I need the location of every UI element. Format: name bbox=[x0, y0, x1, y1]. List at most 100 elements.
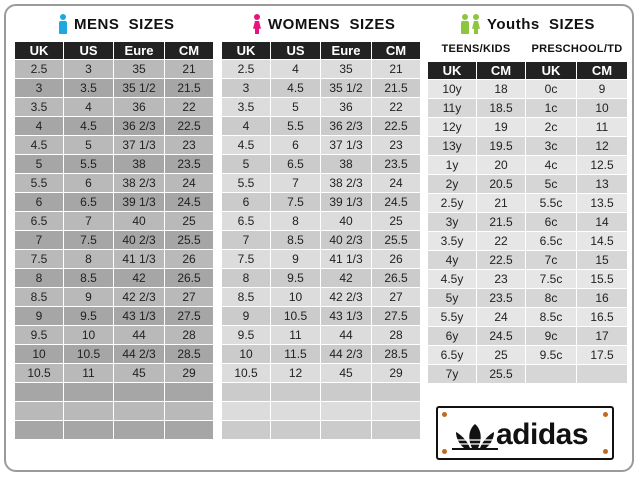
size-cell bbox=[113, 420, 165, 440]
male-icon bbox=[58, 14, 68, 34]
column-header: US bbox=[63, 41, 114, 60]
size-cell: 5.5c bbox=[525, 193, 577, 213]
size-cell: 24 bbox=[164, 173, 214, 193]
column-header: CM bbox=[164, 41, 214, 60]
table-row: 3.5 5 36 22 bbox=[221, 97, 421, 117]
rivet-icon bbox=[442, 412, 447, 417]
table-row: 3y 21.5 6c 14 bbox=[427, 212, 628, 232]
rivet-icon bbox=[442, 449, 447, 454]
size-cell: 3 bbox=[14, 78, 64, 98]
size-cell bbox=[371, 420, 421, 440]
size-cell: 5.5 bbox=[221, 173, 271, 193]
size-cell: 27.5 bbox=[371, 306, 421, 326]
mens-header-row: UK US Eure CM bbox=[14, 41, 214, 60]
size-cell: 16.5 bbox=[576, 307, 628, 327]
size-cell bbox=[14, 382, 64, 402]
size-cell: 39 1/3 bbox=[320, 192, 372, 212]
size-cell: 6 bbox=[270, 135, 321, 155]
size-cell: 37 1/3 bbox=[113, 135, 165, 155]
size-cell: 42 bbox=[320, 268, 372, 288]
size-cell: 17 bbox=[576, 326, 628, 346]
size-cell: 21 bbox=[371, 59, 421, 79]
size-cell: 23.5 bbox=[371, 154, 421, 174]
size-cell: 10 bbox=[221, 344, 271, 364]
size-cell: 6.5 bbox=[221, 211, 271, 231]
size-cell: 3.5y bbox=[427, 231, 477, 251]
womens-size-table: UK US Eure CM 2.5 4 35 21 3 4.5 35 1/2 21.5 3.5 5 36 2… bbox=[221, 41, 421, 440]
column-header: UK bbox=[427, 61, 477, 80]
size-cell bbox=[525, 364, 577, 384]
size-cell: 13y bbox=[427, 136, 477, 156]
size-cell: 8.5 bbox=[14, 287, 64, 307]
size-cell: 41 1/3 bbox=[320, 249, 372, 269]
size-cell: 6y bbox=[427, 326, 477, 346]
table-row: 7.5 8 41 1/3 26 bbox=[14, 249, 214, 269]
size-cell: 11 bbox=[576, 117, 628, 137]
size-cell: 27 bbox=[371, 287, 421, 307]
size-cell: 5.5y bbox=[427, 307, 477, 327]
size-cell: 5.5 bbox=[14, 173, 64, 193]
column-header: US bbox=[270, 41, 321, 60]
size-cell: 21.5 bbox=[164, 78, 214, 98]
adidas-logo-plate: adidas bbox=[436, 406, 614, 460]
size-cell: 36 bbox=[320, 97, 372, 117]
size-cell: 25.5 bbox=[371, 230, 421, 250]
boy-icon bbox=[460, 14, 470, 34]
size-cell bbox=[221, 420, 271, 440]
size-cell: 40 bbox=[320, 211, 372, 231]
size-cell: 9.5 bbox=[63, 306, 114, 326]
size-cell: 14 bbox=[576, 212, 628, 232]
size-cell: 8c bbox=[525, 288, 577, 308]
table-row: 3 4.5 35 1/2 21.5 bbox=[221, 78, 421, 98]
youths-title: Youths SIZES bbox=[460, 14, 595, 34]
size-cell: 45 bbox=[320, 363, 372, 383]
size-cell: 7 bbox=[14, 230, 64, 250]
table-row: 5 5.5 38 23.5 bbox=[14, 154, 214, 174]
size-cell: 7.5c bbox=[525, 269, 577, 289]
size-cell: 12.5 bbox=[576, 155, 628, 175]
size-cell: 6.5y bbox=[427, 345, 477, 365]
size-cell: 23 bbox=[476, 269, 526, 289]
table-row: 10 10.5 44 2/3 28.5 bbox=[14, 344, 214, 364]
size-cell: 8.5 bbox=[221, 287, 271, 307]
column-header: UK bbox=[14, 41, 64, 60]
size-cell: 9 bbox=[270, 249, 321, 269]
size-cell: 11y bbox=[427, 98, 477, 118]
size-cell: 18 bbox=[476, 79, 526, 99]
table-row: 4 5.5 36 2/3 22.5 bbox=[221, 116, 421, 136]
size-cell: 7.5 bbox=[270, 192, 321, 212]
size-cell: 44 2/3 bbox=[320, 344, 372, 364]
size-cell bbox=[14, 420, 64, 440]
size-cell: 9.5c bbox=[525, 345, 577, 365]
size-cell: 43 1/3 bbox=[113, 306, 165, 326]
size-cell: 38 2/3 bbox=[113, 173, 165, 193]
table-row: 1y 20 4c 12.5 bbox=[427, 155, 628, 175]
table-row: 5y 23.5 8c 16 bbox=[427, 288, 628, 308]
size-cell: 26 bbox=[371, 249, 421, 269]
size-cell: 4 bbox=[14, 116, 64, 136]
size-cell: 36 bbox=[113, 97, 165, 117]
table-row: 8 8.5 42 26.5 bbox=[14, 268, 214, 288]
size-cell: 6.5 bbox=[14, 211, 64, 231]
column-header: Eure bbox=[320, 41, 372, 60]
mens-title-text: MENS SIZES bbox=[74, 15, 175, 33]
table-row: 7 8.5 40 2/3 25.5 bbox=[221, 230, 421, 250]
column-header: Eure bbox=[113, 41, 165, 60]
table-row: 4.5y 23 7.5c 15.5 bbox=[427, 269, 628, 289]
table-row: 10.5 12 45 29 bbox=[221, 363, 421, 383]
table-row: 9 10.5 43 1/3 27.5 bbox=[221, 306, 421, 326]
size-cell: 6 bbox=[63, 173, 114, 193]
size-cell: 35 bbox=[113, 59, 165, 79]
column-header: UK bbox=[221, 41, 271, 60]
size-cell: 14.5 bbox=[576, 231, 628, 251]
size-cell bbox=[221, 401, 271, 421]
size-cell: 25 bbox=[476, 345, 526, 365]
size-cell: 12 bbox=[270, 363, 321, 383]
size-cell: 5 bbox=[63, 135, 114, 155]
size-cell: 24.5 bbox=[476, 326, 526, 346]
table-row: 4.5 5 37 1/3 23 bbox=[14, 135, 214, 155]
size-cell: 26.5 bbox=[371, 268, 421, 288]
size-cell bbox=[270, 420, 321, 440]
table-row: 5.5 7 38 2/3 24 bbox=[221, 173, 421, 193]
size-cell: 12 bbox=[576, 136, 628, 156]
